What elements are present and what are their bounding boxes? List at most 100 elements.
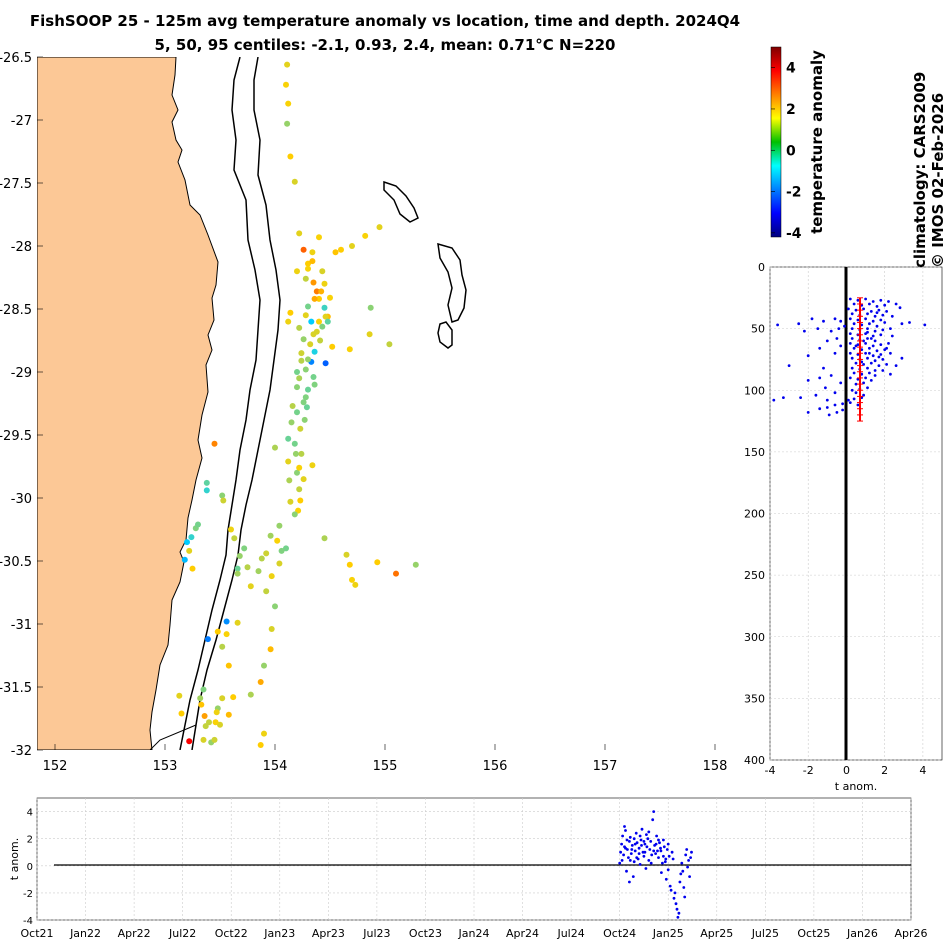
map-data-point bbox=[319, 323, 326, 330]
profile-data-point bbox=[776, 323, 779, 327]
profile-x-tick-label: 4 bbox=[919, 764, 926, 777]
profile-data-point bbox=[900, 322, 904, 326]
map-data-point bbox=[292, 450, 299, 457]
map-data-point bbox=[301, 416, 308, 423]
timeseries-data-point bbox=[620, 842, 623, 846]
profile-data-point bbox=[879, 353, 883, 356]
timeseries-x-tick-label: Jan23 bbox=[263, 927, 295, 940]
timeseries-data-point bbox=[649, 840, 653, 843]
profile-data-point bbox=[848, 342, 852, 345]
map-data-point bbox=[300, 476, 307, 483]
map-data-point bbox=[203, 487, 210, 494]
coastline-land bbox=[37, 57, 219, 750]
map-data-point bbox=[286, 477, 293, 484]
map-x-tick-label: 158 bbox=[703, 759, 728, 774]
profile-data-point bbox=[825, 406, 829, 409]
profile-data-point bbox=[864, 376, 867, 380]
map-data-point bbox=[305, 260, 311, 267]
profile-data-point bbox=[869, 379, 873, 382]
map-data-point bbox=[198, 701, 205, 708]
profile-data-point bbox=[856, 298, 860, 302]
timeseries-data-point bbox=[621, 834, 624, 838]
map-data-point bbox=[376, 224, 383, 231]
timeseries-data-point bbox=[637, 852, 641, 855]
profile-data-point bbox=[843, 324, 846, 328]
map-data-point bbox=[268, 626, 275, 632]
map-data-point bbox=[362, 232, 369, 239]
profile-data-point bbox=[871, 300, 875, 303]
profile-data-point bbox=[873, 374, 877, 377]
timeseries-data-point bbox=[620, 859, 624, 862]
profile-data-point bbox=[864, 351, 867, 355]
timeseries-data-point bbox=[643, 850, 647, 854]
timeseries-data-point bbox=[648, 848, 652, 851]
timeseries-data-point bbox=[633, 842, 637, 846]
profile-data-point bbox=[818, 346, 822, 350]
profile-data-point bbox=[818, 407, 822, 411]
map-data-point bbox=[267, 646, 274, 653]
map-data-point bbox=[213, 709, 220, 716]
map-data-point bbox=[267, 532, 274, 539]
map-data-point bbox=[302, 394, 309, 401]
timeseries-data-point bbox=[671, 857, 675, 861]
map-data-point bbox=[307, 341, 314, 348]
profile-data-point bbox=[866, 327, 869, 330]
map-data-point bbox=[343, 551, 350, 558]
map-data-point bbox=[272, 444, 278, 451]
timeseries-data-point bbox=[666, 868, 670, 872]
map-data-point bbox=[203, 479, 210, 486]
profile-x-tick-label: -4 bbox=[765, 764, 776, 777]
profile-data-point bbox=[871, 354, 875, 358]
timeseries-data-point bbox=[679, 872, 683, 876]
profile-data-point bbox=[856, 377, 860, 381]
map-data-point bbox=[349, 576, 355, 583]
map-data-point bbox=[284, 61, 291, 68]
isobath-200m bbox=[179, 57, 261, 750]
map-data-point bbox=[217, 721, 223, 728]
map-data-point bbox=[294, 268, 300, 275]
profile-data-point bbox=[883, 303, 887, 307]
map-data-point bbox=[349, 243, 355, 249]
timeseries-data-point bbox=[645, 833, 648, 836]
depth-profile-panel: -4 -2 0 2 4 0 50 100 150 200 250 300 350 400 t anom. bbox=[744, 261, 943, 793]
map-data-point bbox=[317, 337, 324, 344]
timeseries-data-point bbox=[649, 861, 653, 865]
profile-data-point bbox=[850, 312, 854, 316]
timeseries-data-point bbox=[654, 852, 657, 855]
profile-data-point bbox=[875, 349, 879, 353]
profile-data-point bbox=[873, 359, 877, 363]
profile-data-point bbox=[852, 322, 856, 326]
profile-y-tick-label: 400 bbox=[744, 754, 765, 767]
profile-data-point bbox=[879, 333, 883, 337]
profile-data-point bbox=[833, 351, 837, 355]
timeseries-x-tick-label: Apr22 bbox=[118, 927, 151, 940]
profile-data-point bbox=[889, 327, 892, 330]
profile-data-point bbox=[816, 327, 820, 330]
profile-data-point bbox=[847, 398, 850, 402]
map-data-point bbox=[311, 295, 318, 302]
profile-grid bbox=[769, 266, 942, 761]
timeseries-data-point bbox=[644, 867, 648, 870]
timeseries-data-point bbox=[654, 842, 658, 846]
map-data-point bbox=[311, 381, 318, 388]
profile-data-point bbox=[866, 337, 869, 340]
map-data-point bbox=[289, 403, 296, 409]
map-data-point bbox=[294, 384, 300, 391]
map-data-point bbox=[332, 249, 339, 256]
profile-data-point bbox=[885, 363, 888, 366]
timeseries-data-point bbox=[631, 875, 635, 878]
colorbar-tick-label: -2 bbox=[786, 185, 802, 201]
colorbar: 4 2 0 -2 -4 temperature anomaly bbox=[770, 46, 826, 242]
timeseries-data-point bbox=[651, 818, 655, 822]
map-data-point bbox=[309, 258, 316, 265]
map-data-point bbox=[204, 636, 211, 643]
map-data-point bbox=[278, 547, 285, 554]
timeseries-data-point bbox=[680, 861, 684, 865]
map-data-point bbox=[258, 555, 265, 562]
timeseries-x-tick-label: Jan26 bbox=[846, 927, 878, 940]
timeseries-data-point bbox=[629, 852, 633, 855]
timeseries-data-point bbox=[640, 827, 644, 831]
map-data-point bbox=[219, 643, 226, 650]
profile-data-point bbox=[848, 297, 852, 301]
profile-data-point bbox=[866, 330, 869, 334]
